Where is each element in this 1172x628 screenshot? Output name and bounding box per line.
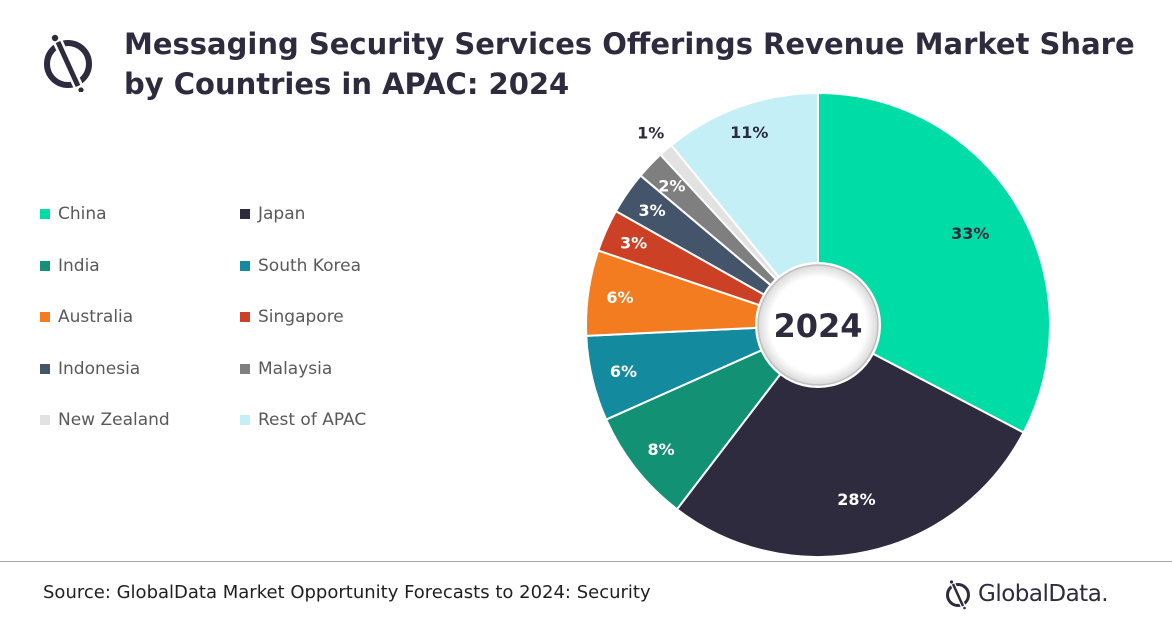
legend-label: South Korea (258, 255, 362, 276)
data-label: 3% (620, 234, 647, 253)
donut-center (757, 264, 879, 386)
legend-label: Indonesia (58, 358, 141, 379)
legend-item: Rest of APAC (240, 406, 440, 434)
legend-item: Singapore (240, 303, 440, 331)
legend-swatch (40, 312, 50, 322)
legend-label: India (58, 255, 100, 276)
legend-label: Japan (258, 204, 306, 224)
donut-chart: 2024 33% 28% 8% 6% 6% 3% 3% 2% 1% 11% (585, 91, 1051, 558)
legend-label: Australia (58, 307, 134, 327)
footer-divider (0, 561, 1172, 562)
legend-swatch (240, 363, 250, 374)
source-note: Source: GlobalData Market Opportunity Fo… (43, 582, 651, 603)
data-label: 6% (610, 362, 637, 381)
legend-swatch (240, 312, 250, 322)
data-label: 33% (951, 224, 989, 243)
chart-legend: China Japan India South Korea Australia Singa… (40, 200, 460, 458)
legend-item: China (40, 200, 240, 228)
pie-slice-india (604, 348, 782, 511)
legend-label: Malaysia (258, 358, 333, 379)
legend-label: New Zealand (58, 410, 170, 430)
legend-item: Australia (40, 303, 240, 331)
legend-item: South Korea (240, 252, 440, 280)
chart-title: Messaging Security Services Offerings Re… (124, 27, 1135, 101)
legend-item: Japan (240, 200, 440, 228)
legend-swatch (240, 209, 250, 219)
pie-slice-rest-of-apac (669, 91, 819, 279)
globaldata-logo-icon (44, 34, 92, 92)
data-label: 1% (637, 124, 664, 143)
footer-brand: GlobalData. (944, 576, 1109, 612)
brand-name: GlobalData. (978, 581, 1109, 607)
legend-swatch (40, 415, 50, 425)
legend-swatch (240, 415, 250, 425)
legend-swatch (40, 260, 50, 271)
data-label: 2% (658, 177, 685, 196)
legend-item: Malaysia (240, 355, 440, 383)
pie-slice-china (817, 91, 1051, 434)
legend-item: New Zealand (40, 406, 240, 434)
pie-slice-japan (675, 352, 1025, 558)
legend-swatch (40, 363, 50, 374)
legend-item: India (40, 252, 240, 280)
center-label: 2024 (773, 307, 862, 345)
legend-label: Singapore (258, 307, 344, 327)
legend-label: Rest of APAC (258, 410, 367, 430)
globaldata-logo-icon (946, 580, 970, 610)
legend-swatch (240, 260, 250, 271)
data-label: 6% (606, 288, 633, 307)
data-label: 3% (638, 201, 665, 220)
data-label: 11% (730, 123, 768, 142)
legend-label: China (58, 204, 107, 224)
data-label: 8% (647, 440, 674, 459)
legend-item: Indonesia (40, 355, 240, 383)
legend-swatch (40, 209, 50, 219)
data-label: 28% (837, 490, 875, 509)
